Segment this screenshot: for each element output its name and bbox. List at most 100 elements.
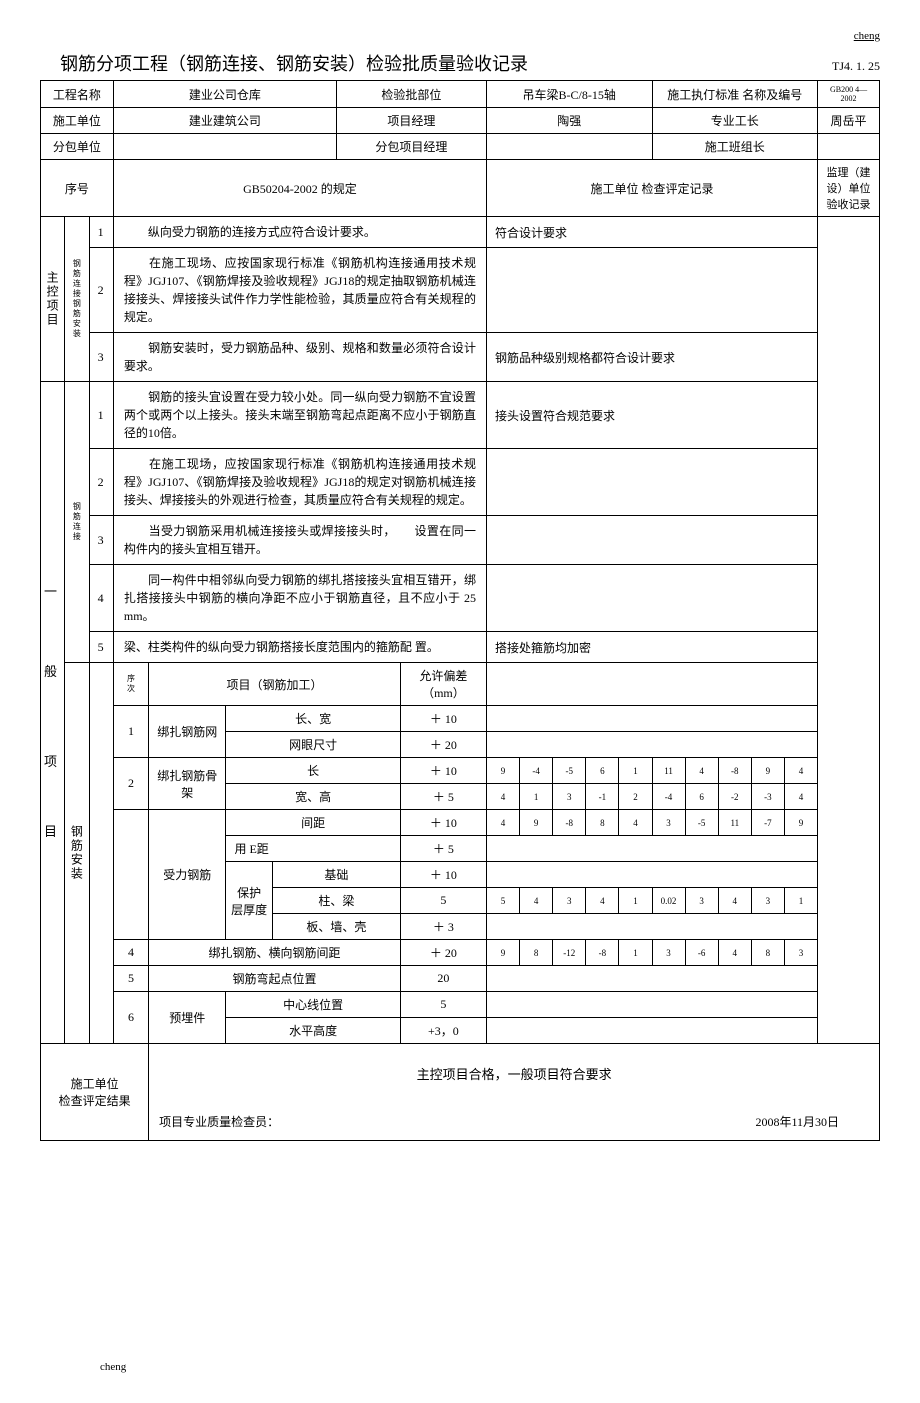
d: 4 bbox=[619, 810, 652, 836]
d: 4 bbox=[520, 888, 553, 914]
d: -4 bbox=[652, 784, 685, 810]
d: 8 bbox=[751, 940, 784, 966]
zk-r1: 纵向受力钢筋的连接方式应符合设计要求。 bbox=[113, 217, 486, 248]
foot-sign: 项目专业质量检查员： bbox=[159, 1113, 279, 1130]
yb-r3e bbox=[486, 516, 817, 565]
hdr-c7: 分包单位 bbox=[41, 134, 114, 160]
sub-v1a: ＋ 10 bbox=[400, 706, 486, 732]
sub-n5: 5 bbox=[113, 966, 148, 992]
yb-r1e: 接头设置符合规范要求 bbox=[486, 382, 817, 449]
foot-l1: 施工单位 检查评定结果 bbox=[41, 1044, 149, 1141]
d: 4 bbox=[784, 758, 817, 784]
d: 5 bbox=[486, 888, 519, 914]
d: 2 bbox=[619, 784, 652, 810]
sub-n6: 6 bbox=[113, 992, 148, 1044]
e bbox=[486, 966, 817, 992]
d: 6 bbox=[685, 784, 718, 810]
yb-az: 钢筋安装 bbox=[65, 663, 89, 1044]
d: 1 bbox=[520, 784, 553, 810]
d: 9 bbox=[520, 810, 553, 836]
d: 1 bbox=[619, 940, 652, 966]
sub-i2a: 长 bbox=[226, 758, 400, 784]
sub-v3c1: ＋ 10 bbox=[400, 862, 486, 888]
foot-block: 主控项目合格，一般项目符合要求 项目专业质量检查员： 2008年11月30日 bbox=[149, 1044, 880, 1141]
sub-seq: 序号 bbox=[41, 160, 114, 217]
zk-r2e bbox=[486, 248, 817, 333]
sub-v4: ＋ 20 bbox=[400, 940, 486, 966]
d: -5 bbox=[553, 758, 586, 784]
d: 4 bbox=[784, 784, 817, 810]
d: 4 bbox=[718, 940, 751, 966]
tj-code: TJ4. 1. 25 bbox=[832, 59, 880, 74]
sub-i1b: 网眼尺寸 bbox=[226, 732, 400, 758]
sub-n3 bbox=[113, 810, 148, 940]
sub-reg: GB50204-2002 的规定 bbox=[113, 160, 486, 217]
seq: 4 bbox=[89, 565, 113, 632]
sub-h-empty bbox=[486, 663, 817, 706]
d: -4 bbox=[520, 758, 553, 784]
d: 11 bbox=[652, 758, 685, 784]
d: -5 bbox=[685, 810, 718, 836]
sub-i3: 受力钢筋 bbox=[149, 810, 226, 940]
sub-n4: 4 bbox=[113, 940, 148, 966]
sub-v6a: 5 bbox=[400, 992, 486, 1018]
hdr-c3: 施工执仃标准 名称及编号 bbox=[652, 81, 818, 108]
sub-i4: 绑扎钢筋、横向钢筋间距 bbox=[149, 940, 401, 966]
d: 4 bbox=[586, 888, 619, 914]
yb-r2: 在施工现场，应按国家现行标准《钢筋机构连接通用技术规程》JGJ107、《钢筋焊接… bbox=[113, 449, 486, 516]
yb-char3: 项 bbox=[44, 751, 57, 770]
zk-sub: 钢筋连接钢筋安装 bbox=[65, 217, 89, 382]
seq: 3 bbox=[89, 516, 113, 565]
seq: 1 bbox=[89, 217, 113, 248]
zk-r3: 钢筋安装时，受力钢筋品种、级别、规格和数量必须符合设计要求。 bbox=[113, 333, 486, 382]
hdr-v8 bbox=[486, 134, 652, 160]
sub-i3a: 间距 bbox=[226, 810, 400, 836]
d: 4 bbox=[685, 758, 718, 784]
e bbox=[486, 1018, 817, 1044]
yb-y bbox=[41, 382, 65, 1044]
sub-i5: 钢筋弯起点位置 bbox=[149, 966, 401, 992]
sub-v1b: ＋ 20 bbox=[400, 732, 486, 758]
sub-v3b: ＋ 5 bbox=[400, 836, 486, 862]
foot-note: 主控项目合格，一般项目符合要求 bbox=[159, 1064, 869, 1083]
sub-v5: 20 bbox=[400, 966, 486, 992]
sub-v2b: ＋ 5 bbox=[400, 784, 486, 810]
d: 9 bbox=[751, 758, 784, 784]
sub-i1a: 长、宽 bbox=[226, 706, 400, 732]
d: -12 bbox=[553, 940, 586, 966]
header-cheng: cheng bbox=[40, 30, 880, 42]
zk-r3e: 钢筋品种级别规格都符合设计要求 bbox=[486, 333, 817, 382]
d: -8 bbox=[553, 810, 586, 836]
d: -1 bbox=[586, 784, 619, 810]
hdr-v4: 建业建筑公司 bbox=[113, 108, 336, 134]
yb-r2e bbox=[486, 449, 817, 516]
d: 4 bbox=[486, 784, 519, 810]
d: 3 bbox=[784, 940, 817, 966]
e bbox=[486, 862, 817, 888]
e bbox=[486, 836, 817, 862]
sub-v3a: ＋ 10 bbox=[400, 810, 486, 836]
sub-h2: 允许偏差（mm） bbox=[400, 663, 486, 706]
sub-i6b: 水平高度 bbox=[226, 1018, 400, 1044]
sub-i3c2: 柱、梁 bbox=[272, 888, 400, 914]
sub-v3c2: 5 bbox=[400, 888, 486, 914]
sub-i3b: 用 E距 bbox=[226, 836, 400, 862]
sub-n1: 1 bbox=[113, 706, 148, 758]
d: 3 bbox=[685, 888, 718, 914]
seq: 2 bbox=[89, 248, 113, 333]
d: 9 bbox=[486, 940, 519, 966]
yb-char4: 目 bbox=[44, 821, 57, 840]
hdr-c1: 工程名称 bbox=[41, 81, 114, 108]
d: -7 bbox=[751, 810, 784, 836]
d: 6 bbox=[586, 758, 619, 784]
sub-i3c: 保护 层厚度 bbox=[226, 862, 272, 940]
hdr-v5: 陶强 bbox=[486, 108, 652, 134]
blank bbox=[89, 663, 113, 1044]
zk-label: 主控项目 bbox=[41, 217, 65, 382]
d: 8 bbox=[520, 940, 553, 966]
d: 8 bbox=[586, 810, 619, 836]
e bbox=[486, 992, 817, 1018]
hdr-c9: 施工班组长 bbox=[652, 134, 818, 160]
hdr-c4: 施工单位 bbox=[41, 108, 114, 134]
sub-i6: 预埋件 bbox=[149, 992, 226, 1044]
